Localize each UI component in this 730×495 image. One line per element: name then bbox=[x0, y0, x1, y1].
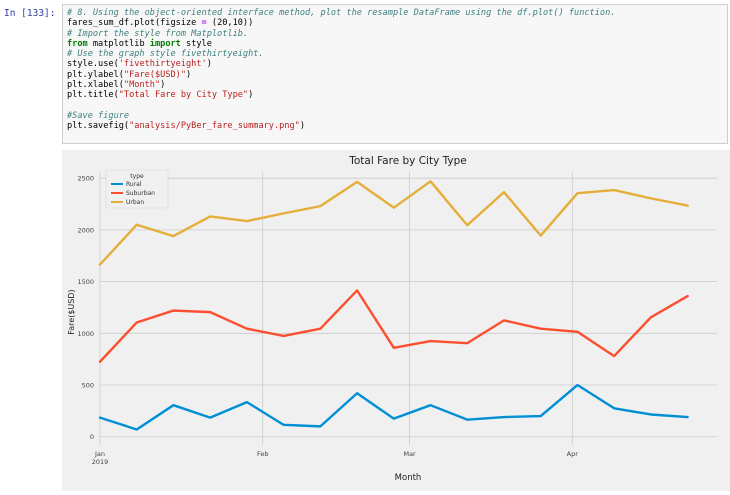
series-line-rural bbox=[98, 383, 689, 431]
code-line: fares_sum_df.plot(figsize = (20,10)) bbox=[67, 18, 723, 28]
code-token: matplotlib bbox=[87, 38, 150, 49]
y-tick-label: 2500 bbox=[77, 175, 94, 183]
code-token: #Save figure bbox=[67, 110, 130, 121]
code-token: 'fivethirtyeight' bbox=[118, 59, 207, 70]
x-tick-label: Jan bbox=[94, 450, 105, 458]
code-token: ) bbox=[186, 69, 192, 80]
code-line: from matplotlib import style bbox=[67, 39, 723, 49]
code-token: style.use( bbox=[67, 59, 119, 70]
code-token: style bbox=[180, 38, 212, 49]
y-tick-label: 0 bbox=[90, 433, 94, 441]
cell-output: Total Fare by City Type Month Fare($USD)… bbox=[62, 150, 730, 491]
code-token: plt.title( bbox=[67, 90, 119, 101]
fare-line-chart: Total Fare by City Type Month Fare($USD)… bbox=[62, 150, 730, 491]
code-token: ) bbox=[206, 59, 212, 70]
code-token: "Month" bbox=[123, 80, 161, 91]
code-token: ) bbox=[299, 121, 306, 132]
code-line bbox=[67, 101, 723, 111]
code-line: #Save figure bbox=[67, 111, 723, 121]
code-token: ) bbox=[160, 80, 166, 91]
code-token: = bbox=[201, 18, 207, 29]
code-token: (20,10)) bbox=[206, 18, 254, 29]
code-line: # 8. Using the object-oriented interface… bbox=[67, 8, 723, 18]
code-token: plt.savefig( bbox=[67, 121, 130, 132]
code-token: from bbox=[67, 38, 88, 49]
x-axis-label: Month bbox=[395, 473, 422, 483]
code-line: plt.savefig("analysis/PyBer_fare_summary… bbox=[67, 121, 723, 131]
y-axis-label: Fare($USD) bbox=[67, 289, 76, 334]
x-tick-label: Mar bbox=[403, 450, 416, 458]
y-tick-label: 2000 bbox=[77, 226, 94, 234]
legend-title: type bbox=[130, 173, 144, 180]
code-token: "Total Fare by City Type" bbox=[118, 90, 249, 101]
code-token: plt.ylabel( bbox=[67, 69, 124, 80]
code-token: fares_sum_df.plot(figsize bbox=[67, 18, 202, 29]
y-tick-label: 500 bbox=[82, 382, 94, 390]
code-token: "analysis/PyBer_fare_summary.png" bbox=[129, 121, 300, 132]
code-cell[interactable]: # 8. Using the object-oriented interface… bbox=[62, 4, 728, 144]
series-line-urban bbox=[98, 180, 689, 266]
code-line: # Use the graph style fivethirtyeight. bbox=[67, 49, 723, 59]
legend-label-rural: Rural bbox=[126, 181, 142, 188]
code-token: import bbox=[149, 38, 181, 49]
cell-prompt: In [133]: bbox=[4, 8, 56, 19]
code-line: # Import the style from Matplotlib. bbox=[67, 29, 723, 39]
x-tick-sublabel: 2019 bbox=[92, 458, 109, 466]
code-token: ) bbox=[248, 90, 254, 101]
code-token: "Fare($USD)" bbox=[123, 69, 187, 80]
code-token: # Import the style from Matplotlib. bbox=[67, 28, 249, 39]
y-tick-label: 1500 bbox=[77, 278, 94, 286]
x-tick-label: Apr bbox=[567, 450, 579, 458]
code-line: style.use('fivethirtyeight') bbox=[67, 59, 723, 69]
code-line: plt.xlabel("Month") bbox=[67, 80, 723, 90]
code-line: plt.ylabel("Fare($USD)") bbox=[67, 70, 723, 80]
code-token: # Use the graph style fivethirtyeight. bbox=[67, 49, 264, 60]
legend-box bbox=[105, 169, 169, 209]
series-line-suburban bbox=[98, 289, 689, 363]
legend-label-urban: Urban bbox=[126, 199, 144, 206]
code-token: # 8. Using the object-oriented interface… bbox=[67, 8, 616, 18]
y-tick-label: 1000 bbox=[77, 330, 94, 338]
code-token: plt.xlabel( bbox=[67, 80, 124, 91]
x-tick-label: Feb bbox=[257, 450, 269, 458]
code-line: plt.title("Total Fare by City Type") bbox=[67, 90, 723, 100]
chart-title: Total Fare by City Type bbox=[348, 155, 467, 167]
legend-label-suburban: Suburban bbox=[126, 190, 155, 197]
